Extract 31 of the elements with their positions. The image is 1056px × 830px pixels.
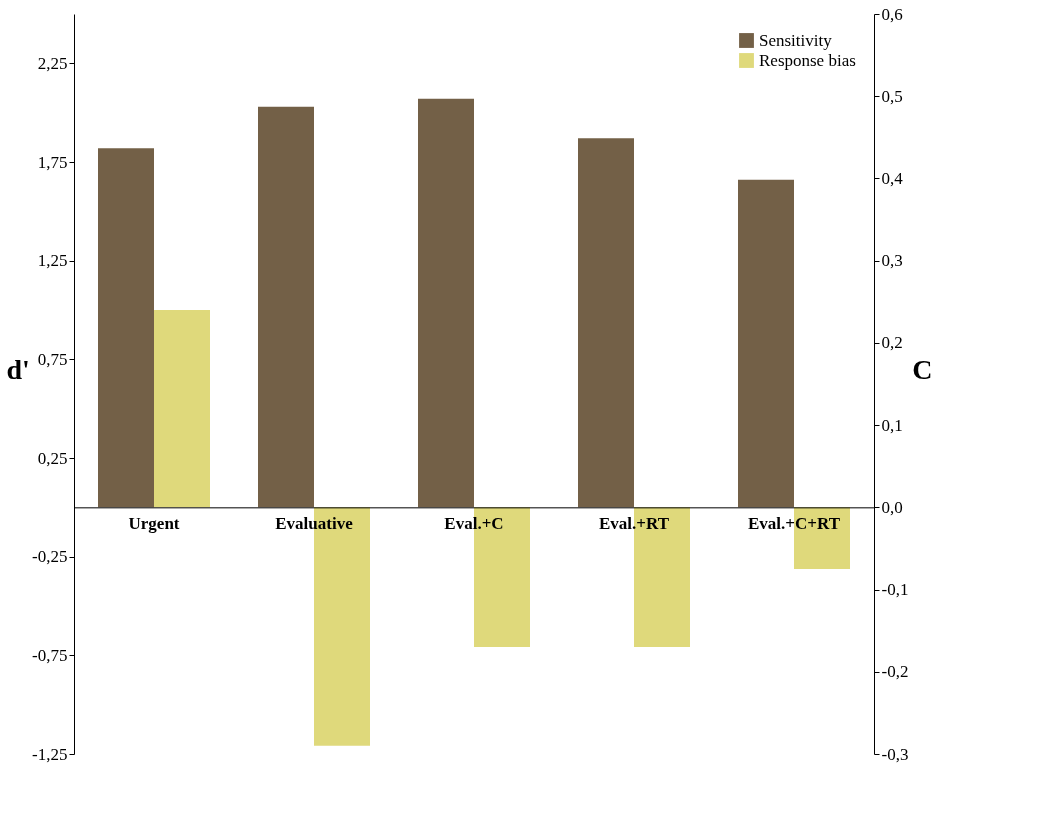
legend-label: Sensitivity: [759, 30, 833, 50]
y2-tick-label: 0,2: [881, 333, 903, 353]
bar: [738, 179, 794, 508]
bar: [578, 138, 634, 508]
y2-tick-label: 0,4: [881, 168, 904, 188]
bar: [418, 98, 474, 508]
y-tick-label: -1,25: [32, 744, 68, 764]
y2-tick-label: 0,0: [881, 497, 903, 517]
y-tick-label: 2,25: [37, 53, 68, 73]
x-tick-label: Eval.+C+RT: [748, 513, 841, 533]
y2-tick-label: -0,2: [881, 662, 909, 682]
y2-tick-label: 0,5: [881, 86, 903, 106]
y-tick-label: -0,75: [32, 645, 68, 665]
x-tick-label: Evaluative: [275, 513, 354, 533]
y2-tick-label: -0,3: [881, 744, 909, 764]
y-tick-label: 0,75: [37, 349, 68, 369]
bar: [258, 106, 314, 508]
y-tick-label: 1,25: [37, 251, 68, 271]
x-tick-label: Eval.+RT: [598, 513, 670, 533]
x-tick-label: Eval.+C: [444, 513, 504, 533]
y2-tick-label: -0,1: [881, 580, 909, 600]
y-tick-label: 0,25: [37, 448, 68, 468]
y2-tick-label: 0,6: [881, 4, 903, 24]
x-tick-label: Urgent: [128, 513, 180, 533]
y-tick-label: -0,25: [32, 547, 68, 567]
y2-axis-title: C: [912, 353, 933, 385]
y-tick-label: 1,75: [37, 152, 68, 172]
y2-tick-label: 0,1: [881, 415, 903, 435]
legend-label: Response bias: [759, 50, 856, 70]
y-axis-title: d': [6, 353, 30, 385]
y2-tick-label: 0,3: [881, 251, 903, 271]
